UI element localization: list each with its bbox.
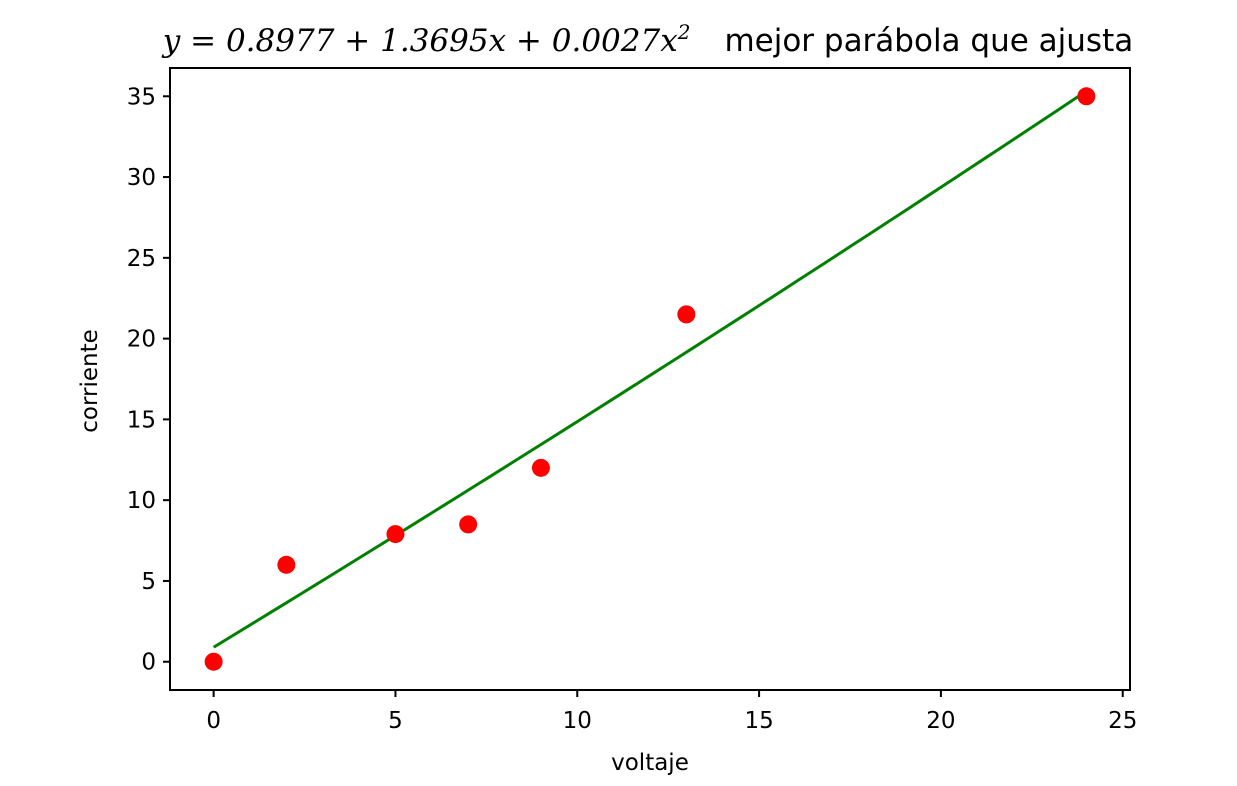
data-point-0: [204, 652, 223, 671]
x-axis-label: voltaje: [611, 750, 689, 776]
y-tick-label-25: 25: [127, 246, 156, 272]
y-tick-label-10: 10: [127, 488, 156, 514]
y-tick-label-35: 35: [127, 84, 156, 110]
plot-area: [169, 67, 1131, 691]
fit-curve: [212, 89, 1088, 649]
title-exponent: 2: [677, 20, 691, 44]
x-tick-label-5: 5: [388, 708, 403, 734]
y-axis-label: corriente: [77, 329, 103, 433]
x-tick-label-25: 25: [1108, 708, 1137, 734]
data-point-2: [386, 525, 405, 544]
data-point-1: [277, 555, 296, 574]
y-tick-label-0: 0: [141, 650, 156, 676]
data-point-6: [1077, 87, 1096, 106]
x-axis-ticks: 0 5 10 15 20 25: [206, 690, 1137, 734]
data-point-5: [677, 305, 696, 324]
x-tick-label-20: 20: [926, 708, 955, 734]
title-caption: mejor parábola que ajusta: [724, 23, 1133, 59]
x-tick-label-15: 15: [744, 708, 773, 734]
x-tick-label-0: 0: [206, 708, 221, 734]
x-tick-label-10: 10: [563, 708, 592, 734]
y-tick-label-15: 15: [127, 407, 156, 433]
data-point-3: [459, 515, 478, 534]
chart-title: y = 0.8977 + 1.3695x + 0.0027x2 mejor par…: [161, 20, 1133, 59]
axes-frame: [169, 67, 1131, 691]
title-equation: y = 0.8977 + 1.3695x + 0.0027x: [161, 23, 678, 59]
data-point-4: [531, 458, 550, 477]
y-tick-label-30: 30: [127, 165, 156, 191]
y-tick-label-5: 5: [141, 569, 156, 595]
y-tick-label-20: 20: [127, 327, 156, 353]
y-axis-ticks: 0 5 10 15 20 25 30 35: [127, 84, 170, 676]
